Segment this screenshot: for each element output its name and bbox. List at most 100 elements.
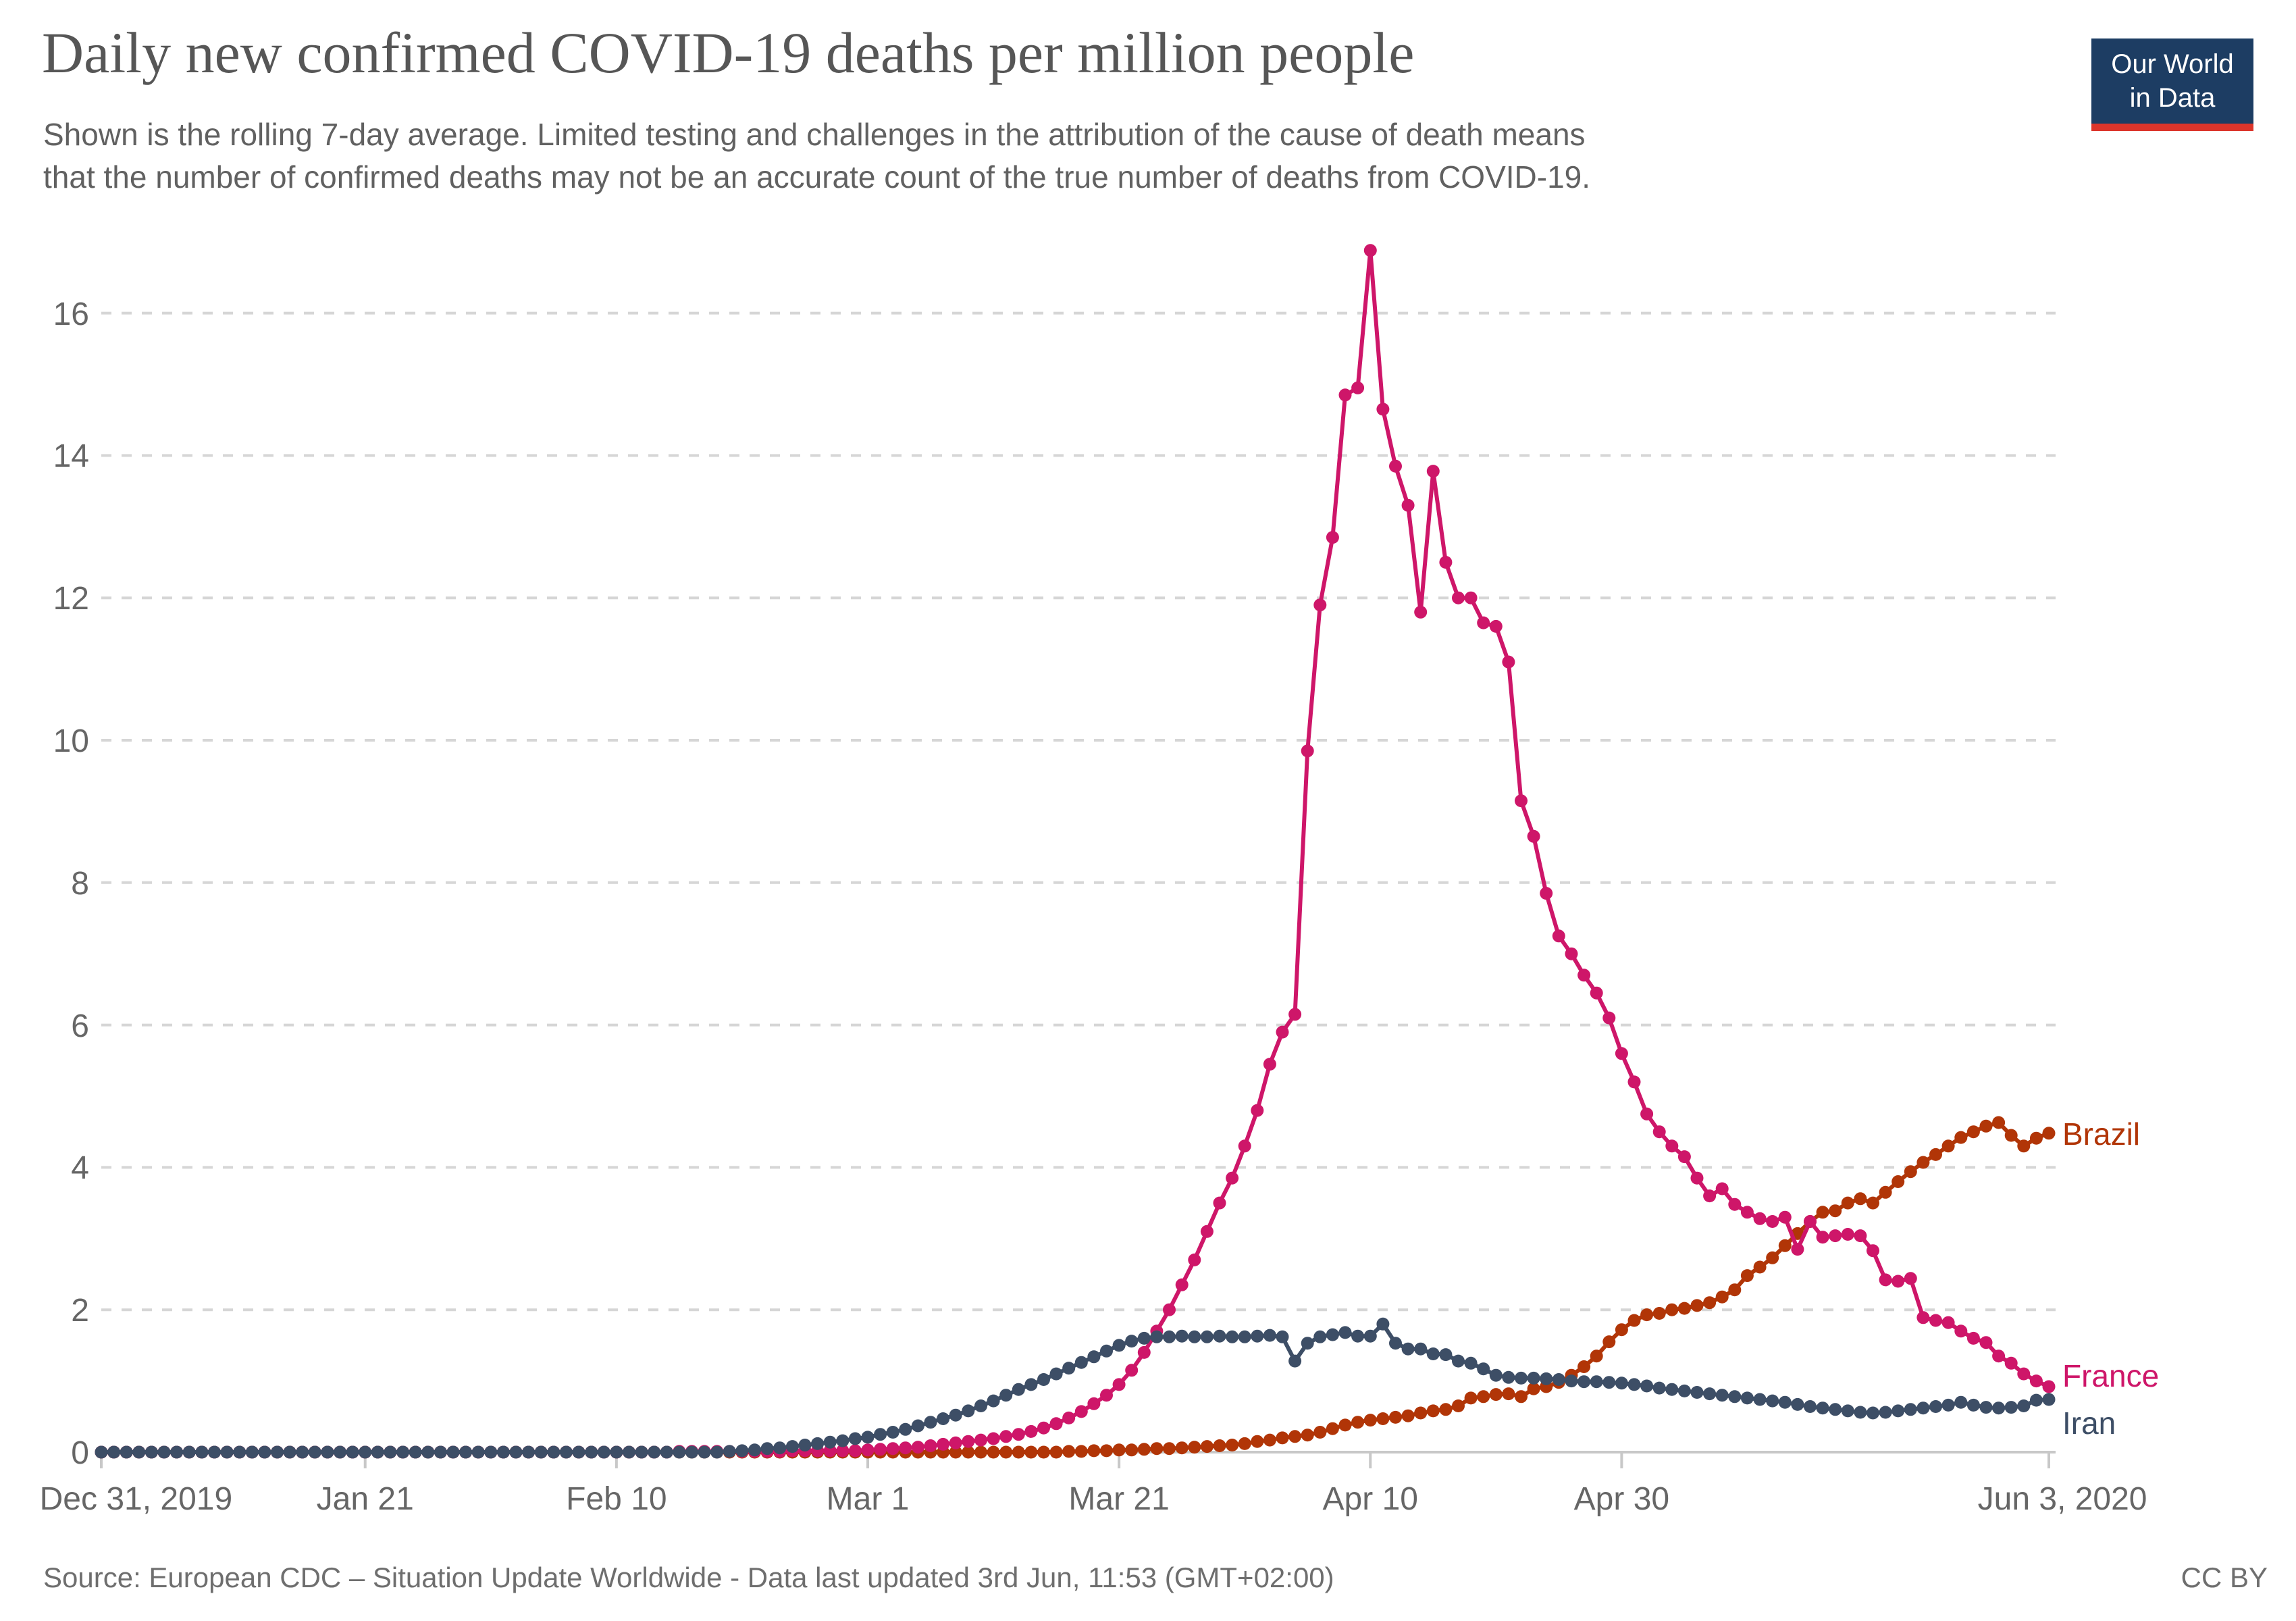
- data-point-iran: [1992, 1401, 2006, 1415]
- data-point-france: [2004, 1356, 2018, 1370]
- data-point-iran: [321, 1445, 334, 1459]
- chart-subtitle-line1: Shown is the rolling 7-day average. Limi…: [43, 117, 1586, 152]
- data-point-france: [848, 1444, 862, 1458]
- data-point-brazil: [1037, 1445, 1050, 1459]
- data-point-france: [1263, 1058, 1276, 1071]
- data-point-iran: [258, 1445, 271, 1459]
- data-point-iran: [610, 1445, 623, 1459]
- data-point-france: [1087, 1397, 1101, 1410]
- data-point-iran: [1841, 1404, 1854, 1418]
- data-point-iran: [2004, 1401, 2018, 1414]
- data-point-france: [1627, 1075, 1641, 1089]
- data-point-iran: [1200, 1330, 1214, 1343]
- data-point-france: [1879, 1273, 1892, 1287]
- data-point-iran: [132, 1445, 146, 1459]
- data-point-brazil: [1753, 1260, 1767, 1274]
- data-point-france: [1301, 744, 1314, 758]
- data-point-iran: [1301, 1337, 1314, 1350]
- data-point-brazil: [1916, 1156, 1930, 1169]
- data-point-brazil: [1288, 1430, 1302, 1443]
- data-point-iran: [962, 1404, 975, 1418]
- legend-label-france[interactable]: France: [2062, 1358, 2160, 1394]
- data-point-france: [1979, 1336, 1993, 1349]
- data-point-iran: [1414, 1342, 1428, 1356]
- data-point-iran: [1891, 1404, 1905, 1418]
- data-point-france: [1313, 598, 1327, 612]
- data-point-iran: [1703, 1387, 1717, 1401]
- data-point-brazil: [1904, 1165, 1917, 1179]
- data-point-iran: [182, 1445, 196, 1459]
- page-title: Daily new confirmed COVID-19 deaths per …: [42, 20, 1415, 85]
- y-axis-label-2: 2: [71, 1293, 89, 1329]
- data-point-iran: [999, 1389, 1013, 1402]
- data-point-france: [1125, 1364, 1139, 1377]
- data-point-iran: [623, 1445, 635, 1459]
- data-point-france: [1615, 1047, 1628, 1060]
- data-point-iran: [1816, 1401, 1829, 1415]
- data-point-iran: [1062, 1362, 1076, 1375]
- data-point-iran: [459, 1445, 473, 1459]
- data-point-iran: [735, 1444, 749, 1458]
- data-point-iran: [559, 1445, 573, 1459]
- owid-logo[interactable]: Our World in Data: [2091, 38, 2253, 131]
- data-point-brazil: [1515, 1390, 1528, 1404]
- data-point-iran: [120, 1445, 133, 1459]
- data-point-france: [1602, 1011, 1616, 1025]
- data-point-iran: [648, 1445, 661, 1459]
- data-point-france: [1251, 1104, 1264, 1117]
- license-link[interactable]: CC BY: [2181, 1562, 2268, 1593]
- data-point-iran: [1213, 1329, 1226, 1343]
- data-point-brazil: [1615, 1323, 1628, 1337]
- data-point-iran: [861, 1431, 875, 1444]
- data-point-brazil: [1477, 1390, 1490, 1404]
- data-point-brazil: [1854, 1192, 1867, 1206]
- data-point-brazil: [1941, 1139, 1955, 1153]
- data-point-iran: [1137, 1331, 1151, 1345]
- data-point-iran: [484, 1445, 498, 1459]
- data-point-france: [1854, 1229, 1867, 1243]
- data-point-france: [1074, 1405, 1088, 1418]
- data-point-brazil: [1740, 1269, 1754, 1283]
- data-point-france: [1351, 381, 1365, 394]
- data-point-brazil: [1502, 1387, 1515, 1401]
- data-point-iran: [1288, 1354, 1302, 1368]
- data-point-france: [1200, 1225, 1214, 1238]
- data-point-france: [1841, 1228, 1854, 1241]
- data-point-iran: [1904, 1403, 1917, 1416]
- data-point-brazil: [1439, 1403, 1453, 1416]
- y-axis-label-8: 8: [71, 865, 89, 902]
- legend-label-iran[interactable]: Iran: [2062, 1406, 2116, 1441]
- data-point-france: [937, 1437, 950, 1451]
- data-point-brazil: [1867, 1196, 1879, 1210]
- data-point-iran: [1464, 1356, 1478, 1370]
- y-axis-label-6: 6: [71, 1008, 89, 1044]
- series-line-iran[interactable]: [99, 1322, 2051, 1454]
- data-point-iran: [1276, 1330, 1289, 1343]
- data-point-brazil: [1213, 1439, 1226, 1452]
- data-point-france: [1941, 1316, 1955, 1329]
- data-point-iran: [836, 1434, 850, 1447]
- data-point-brazil: [1401, 1409, 1415, 1422]
- legend-label-brazil[interactable]: Brazil: [2062, 1116, 2141, 1152]
- data-point-france: [1037, 1421, 1050, 1435]
- data-point-france: [1891, 1275, 1905, 1288]
- data-point-brazil: [1879, 1185, 1892, 1199]
- data-point-iran: [1728, 1390, 1742, 1404]
- data-point-france: [1515, 794, 1528, 808]
- data-point-iran: [1715, 1389, 1729, 1402]
- data-point-france: [1213, 1196, 1226, 1210]
- data-point-brazil: [1640, 1308, 1654, 1322]
- data-point-iran: [899, 1422, 912, 1436]
- data-point-brazil: [1690, 1299, 1704, 1312]
- data-point-brazil: [1238, 1437, 1251, 1450]
- data-point-brazil: [1527, 1382, 1540, 1395]
- data-point-brazil: [1087, 1444, 1101, 1458]
- data-point-france: [1540, 887, 1553, 900]
- data-point-brazil: [1452, 1399, 1465, 1412]
- data-point-brazil: [1074, 1445, 1088, 1458]
- data-point-france: [1175, 1278, 1189, 1291]
- data-point-iran: [157, 1445, 171, 1459]
- data-point-brazil: [1929, 1148, 1942, 1161]
- data-point-france: [1414, 605, 1428, 619]
